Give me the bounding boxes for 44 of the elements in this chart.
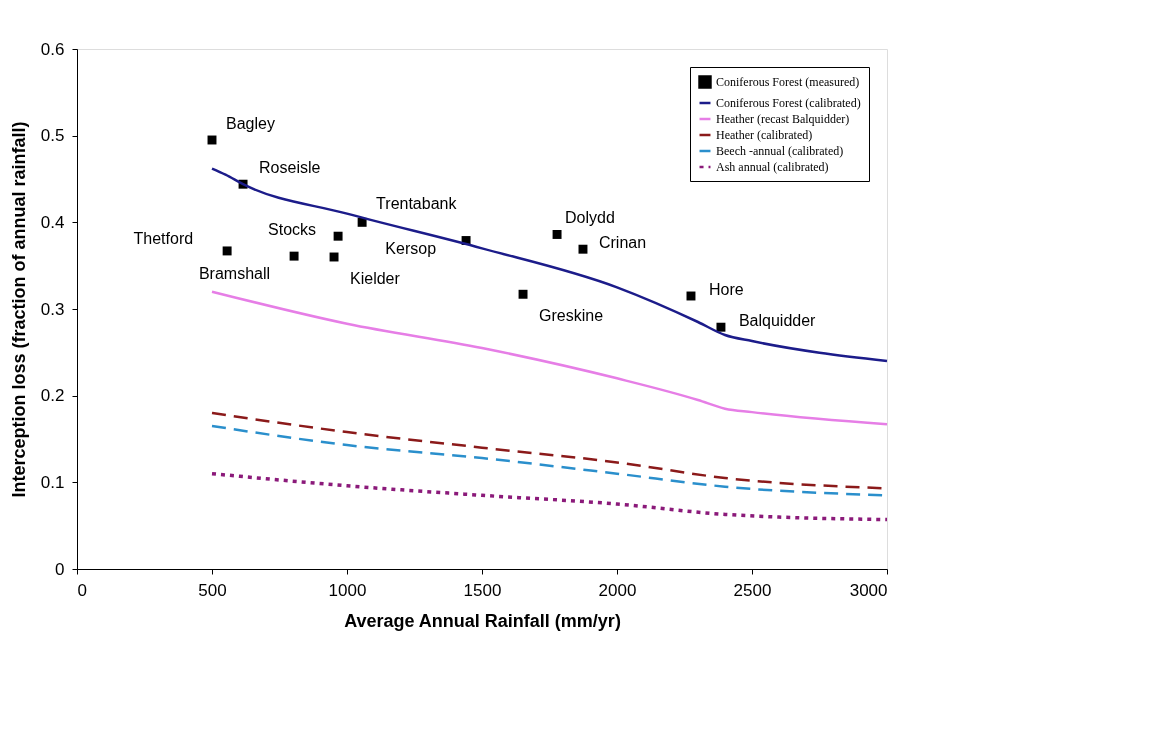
annotation: Dolydd (565, 209, 615, 227)
point (716, 322, 726, 332)
y-tick-label: 0.1 (40, 472, 65, 492)
x-tick-label: 1000 (328, 580, 367, 600)
annotation: Kielder (350, 270, 401, 287)
point (552, 229, 562, 239)
annotation: Bagley (226, 115, 275, 132)
y-tick-label: 0.6 (40, 39, 65, 59)
point (329, 252, 339, 262)
y-tick-label: 0 (55, 559, 65, 579)
annotation: Balquidder (738, 312, 817, 330)
point (578, 244, 588, 254)
legend-label: Ash annual (calibrated) (716, 160, 829, 174)
legend-label: Coniferous Forest (calibrated) (716, 96, 861, 110)
y-tick-label: 0.5 (40, 126, 65, 146)
annotation: Greskine (539, 307, 604, 325)
legend-label: Heather (calibrated) (716, 128, 813, 142)
x-tick-label: 1500 (463, 580, 502, 600)
x-tick-label: 3000 (849, 580, 888, 600)
point (222, 246, 232, 256)
x-tick-label: 2500 (733, 580, 772, 600)
point (289, 251, 299, 261)
annotation: Roseisle (259, 159, 321, 177)
x-axis-title: Average Annual Rainfall (mm/yr) (344, 610, 621, 631)
annotation: Thetford (133, 229, 194, 247)
x-tick-label: 0 (77, 580, 87, 600)
legend-label: Coniferous Forest (measured) (716, 75, 860, 89)
line-series (210, 471, 889, 522)
point (518, 289, 528, 299)
y-tick-label: 0.4 (40, 212, 65, 232)
point (333, 231, 343, 241)
annotation: Trentabank (376, 195, 458, 213)
y-tick-label: 0.2 (40, 386, 65, 406)
annotation: Stocks (268, 221, 317, 239)
legend-label: Heather (recast Balquidder) (716, 112, 850, 126)
legend-label: Beech -annual (calibrated) (716, 144, 844, 158)
annotation: Hore (708, 281, 744, 298)
annotation: Kersop (385, 239, 437, 257)
y-tick-label: 0.3 (40, 299, 65, 319)
x-tick-label: 2000 (598, 580, 637, 600)
annotation: Bramshall (198, 265, 271, 283)
x-tick-label: 500 (198, 580, 227, 600)
y-axis-title: Interception loss (fraction of annual rainfall) (8, 121, 29, 498)
annotation: Crinan (598, 234, 647, 252)
